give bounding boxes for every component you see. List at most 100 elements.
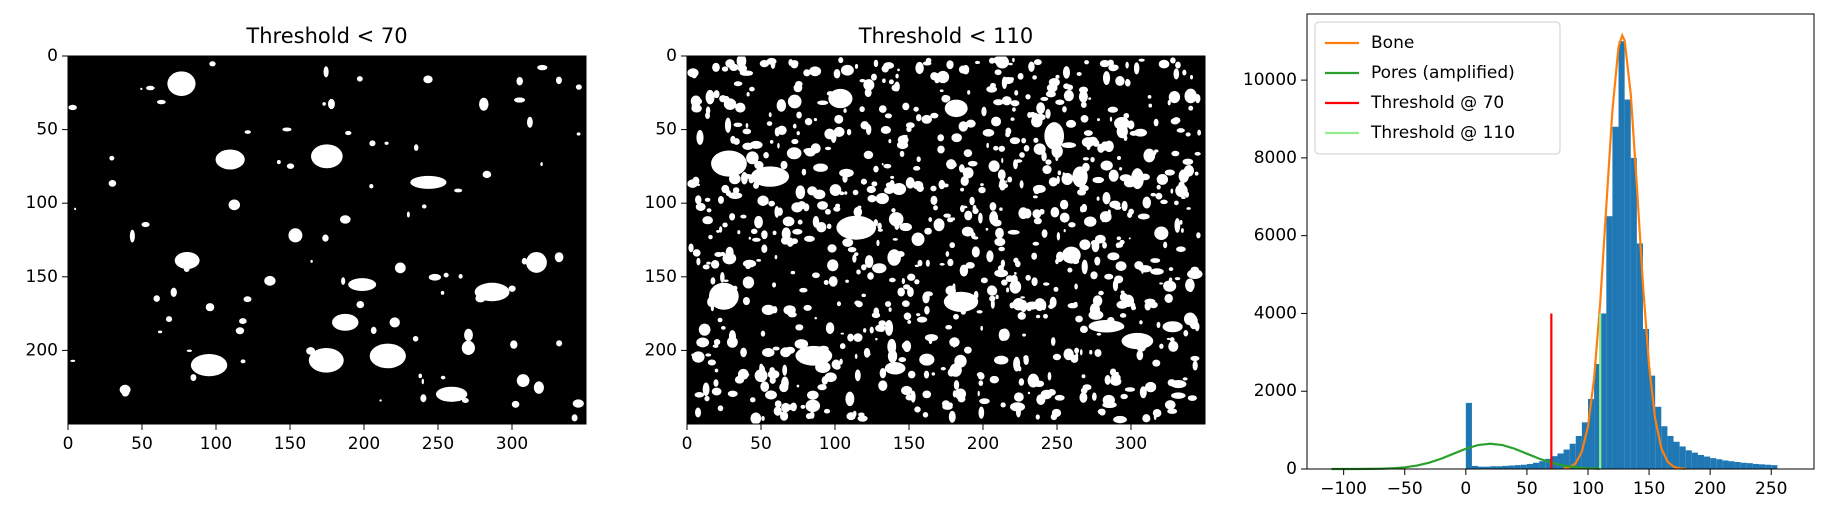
pore [145,85,155,91]
pore [1150,192,1157,197]
pore [322,234,329,242]
pore [695,407,702,418]
pore [327,98,335,110]
pore [730,135,736,144]
pore [807,186,818,196]
pore [823,408,831,414]
pore [1048,304,1055,309]
pore [890,175,895,179]
pore [687,68,699,78]
pore [827,244,837,253]
pore [1025,274,1031,281]
pore [1102,191,1111,205]
pore [1009,302,1015,309]
pore [742,128,752,135]
pore [877,228,883,232]
pore [845,391,855,407]
pore [1013,392,1024,402]
pore [967,90,971,95]
histogram-bar [1594,364,1601,469]
pore [1045,159,1052,165]
pore [1012,57,1015,63]
pore [1035,314,1041,319]
pore [813,117,818,122]
pore [1057,170,1062,176]
pore [1116,236,1122,241]
pore [1150,258,1161,263]
pore [1001,157,1004,163]
x-tick-label: 50 [1516,479,1538,499]
pore [521,257,527,265]
pore [1174,200,1179,206]
pore [1019,152,1025,158]
pore [947,258,954,267]
pore [692,176,700,186]
pore [738,82,743,85]
pore [322,102,326,106]
pore [930,112,939,119]
pore [526,116,533,128]
pore [840,332,845,335]
pore [847,333,854,342]
pore [511,400,520,408]
pore [1055,258,1059,265]
histogram-bar [1502,465,1509,469]
pore [1116,156,1121,161]
pore [369,183,374,189]
x-tick-label: 200 [348,434,380,454]
histogram-bar [1587,399,1595,469]
pore [1190,75,1194,80]
pore [704,395,710,402]
pore [825,146,832,151]
histogram-bar [1673,441,1680,469]
pore [993,99,1004,106]
pore [1081,259,1088,275]
pore [1156,184,1161,190]
pore [792,123,797,129]
pore [867,272,874,280]
pore [839,168,854,178]
pore [1113,415,1127,424]
pore [1119,239,1125,245]
pore [440,375,446,380]
pore [1157,230,1164,239]
y-tick-label: 0 [47,46,58,66]
pore [884,362,906,375]
pore [369,140,376,147]
pore [817,100,829,106]
histogram-bar [1752,463,1760,469]
pore [474,282,510,302]
pore [827,259,839,272]
pore [713,90,720,99]
pore [971,246,980,258]
pore [1112,279,1119,292]
pore [805,399,821,413]
pore [766,121,773,127]
pore [877,222,882,230]
pore [825,322,835,335]
pore [772,230,777,236]
pore [514,97,526,103]
pore [1028,61,1035,72]
pore [913,106,919,112]
histogram-bar [1722,460,1729,469]
pore [878,105,887,113]
pore [895,73,899,79]
pore [938,179,946,190]
pore [571,414,578,422]
pore [833,206,841,212]
pore [1119,292,1128,302]
pore [1032,75,1037,80]
pore [939,262,945,266]
pore [998,246,1005,252]
pore [750,166,790,187]
histogram-bar [1539,461,1546,469]
pore [792,228,803,235]
y-tick-label: 8000 [1254,148,1297,168]
pore [240,359,246,364]
histogram-bar [1716,459,1723,469]
pore [889,180,895,189]
pore [772,282,777,288]
pore [461,340,475,355]
pore [866,352,871,356]
